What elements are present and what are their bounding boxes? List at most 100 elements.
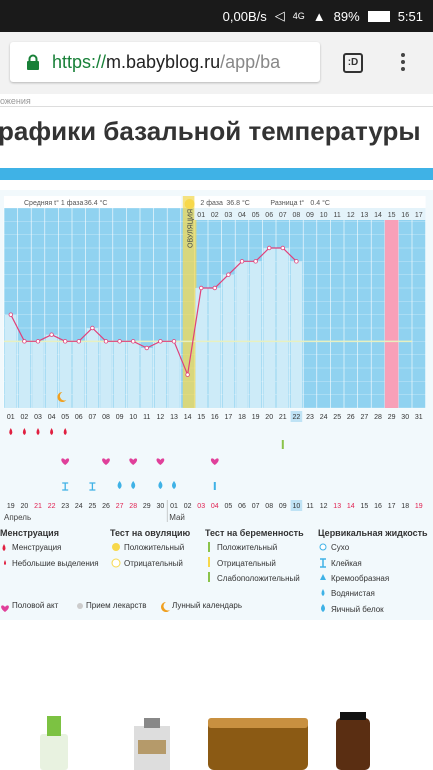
cycle-day-label: 07 [89, 414, 97, 421]
more-menu-icon[interactable] [400, 50, 406, 76]
date-label: 05 [225, 503, 233, 510]
highlight-day-bg [290, 411, 303, 422]
month-label: Апрель [4, 513, 31, 522]
date-label: 22 [48, 503, 56, 510]
heart-icon [102, 458, 110, 465]
legend-medication: Прием лекарств [86, 601, 147, 610]
date-label: 25 [89, 503, 97, 510]
phase2-day-label: 02 [211, 212, 219, 219]
temperature-point [158, 339, 163, 344]
temperature-point [185, 372, 190, 377]
heart-icon [129, 458, 138, 465]
product-image[interactable] [208, 718, 308, 770]
date-label: 01 [170, 503, 178, 510]
breadcrumb[interactable]: ожения [0, 96, 31, 106]
date-label: 28 [129, 503, 137, 510]
temperature-bar [263, 248, 275, 408]
url-protocol: https:// [52, 52, 107, 72]
date-label: 19 [415, 503, 423, 510]
cycle-day-label: 03 [34, 414, 42, 421]
temperature-bar [154, 341, 167, 408]
phase2-day-label: 07 [279, 212, 287, 219]
signal-icon: ▲ [312, 8, 326, 24]
date-label: 20 [21, 503, 29, 510]
date-label: 23 [61, 503, 69, 510]
cycle-day-label: 02 [21, 414, 29, 421]
ovulation-sun-icon [184, 199, 195, 209]
send-icon: ◁ [274, 8, 285, 23]
month-label: Май [169, 513, 185, 522]
address-bar[interactable]: https://m.babyblog.ru/app/ba [10, 42, 320, 82]
date-label: 19 [7, 503, 15, 510]
date-label: 15 [361, 503, 369, 510]
cycle-day-label: 13 [170, 414, 178, 421]
highlight-column [384, 208, 399, 408]
date-label: 26 [102, 503, 110, 510]
temperature-bar [32, 341, 44, 408]
cycle-day-label: 05 [61, 414, 69, 421]
cycle-day-label: 08 [102, 414, 110, 421]
legend-cervical-creamy: Кремообразная [331, 574, 390, 583]
date-label: 10 [293, 503, 301, 510]
moon-icon [57, 392, 67, 402]
temperature-bar [277, 248, 289, 408]
phase2-value: 36.8 °C [226, 199, 249, 207]
temperature-point [253, 259, 258, 264]
legend-ovulation-title: Тест на овуляцию [110, 528, 191, 538]
phase2-day-label: 03 [225, 212, 233, 219]
temperature-line [10, 247, 297, 377]
legend-pregnancy-title: Тест на беременность [205, 528, 304, 538]
product-image[interactable] [336, 712, 370, 770]
legend-pregnancy-weak: Слабоположительный [217, 574, 300, 583]
cycle-day-label: 26 [347, 414, 355, 421]
date-label: 07 [252, 503, 260, 510]
cycle-day-label: 06 [75, 414, 83, 421]
drop-icon [50, 428, 54, 435]
temperature-point [22, 339, 27, 344]
temperature-bar [73, 341, 85, 408]
heart-icon [156, 458, 165, 465]
egg-white-icon [158, 481, 163, 489]
legend-menstruation-item: Менструация [12, 543, 62, 552]
drop-icon [36, 428, 40, 435]
diff-label: Разница t° [270, 199, 304, 207]
phase2-day-label: 01 [197, 212, 205, 219]
phase1-value: 36.4 °C [84, 199, 107, 207]
temperature-bar [195, 288, 207, 408]
divider [0, 106, 433, 107]
sticky-icon [62, 482, 69, 491]
status-bar: 0,00B/s ◁ 4G ▲ 89% 5:51 [0, 0, 433, 32]
product-image[interactable] [134, 718, 170, 770]
legend-intercourse: Половой акт [12, 601, 59, 610]
tab-switcher-button[interactable]: :D [343, 53, 363, 73]
temperature-point [280, 245, 285, 251]
heart-icon [61, 458, 70, 465]
date-label: 21 [34, 503, 42, 510]
url-host: m.babyblog.ru [106, 52, 221, 72]
temperature-bar [86, 328, 99, 408]
phase2-day-strip [194, 208, 426, 220]
temperature-point [76, 339, 81, 344]
legend-ovulation-positive: Положительный [124, 543, 185, 552]
date-label: 30 [157, 503, 165, 510]
temperature-point [212, 285, 217, 291]
egg-white-icon [172, 481, 176, 489]
phase2-day-label: 15 [388, 212, 396, 219]
product-image[interactable] [40, 716, 68, 770]
cycle-day-label: 25 [333, 414, 341, 421]
temperature-point [35, 339, 41, 344]
network-type: 4G [292, 11, 305, 21]
cycle-day-label: 24 [320, 414, 328, 421]
cycle-day-label: 29 [388, 414, 396, 421]
phase2-day-label: 05 [252, 212, 260, 219]
phase1-label: Средняя t° 1 фаза [24, 199, 83, 207]
cycle-day-label: 23 [306, 414, 314, 421]
cycle-day-label: 18 [238, 414, 246, 421]
cycle-day-label: 19 [252, 414, 260, 421]
network-speed: 0,00B/s [222, 8, 267, 24]
phase2-day-label: 06 [265, 212, 273, 219]
phase2-day-label: 14 [374, 212, 382, 219]
cycle-day-label: 12 [157, 414, 165, 421]
temperature-bar [168, 341, 180, 408]
product-carousel[interactable] [0, 704, 433, 770]
